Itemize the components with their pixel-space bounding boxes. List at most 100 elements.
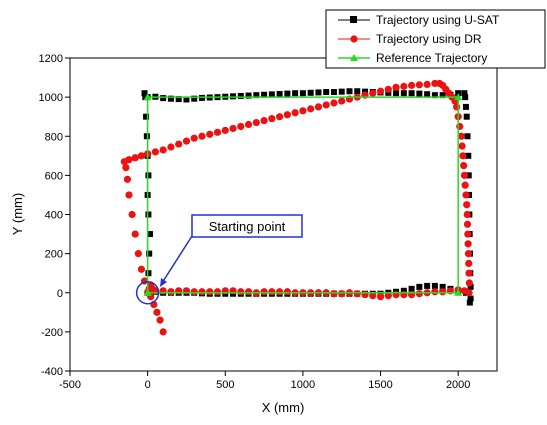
usat-point-26 <box>253 92 260 99</box>
dr-point-86 <box>431 288 439 296</box>
usat-point-32 <box>299 90 306 97</box>
dr-point-42 <box>330 99 338 107</box>
y-tick-label-7: 1000 <box>39 92 63 104</box>
dr-point-96 <box>353 290 361 298</box>
dr-point-120 <box>167 288 175 296</box>
usat-point-23 <box>230 93 237 100</box>
dr-point-19 <box>151 148 159 156</box>
usat-point-66 <box>467 295 474 302</box>
dr-point-74 <box>463 220 472 228</box>
usat-point-49 <box>431 92 438 99</box>
dr-point-10 <box>128 210 136 219</box>
x-tick-label-5: 2000 <box>446 379 470 391</box>
usat-point-67 <box>466 299 473 306</box>
legend-marker-usat <box>350 16 357 23</box>
dr-point-51 <box>400 82 408 90</box>
usat-point-45 <box>400 90 407 97</box>
dr-point-34 <box>268 115 276 123</box>
dr-point-115 <box>206 288 214 296</box>
dr-point-38 <box>299 107 307 115</box>
dr-point-67 <box>459 152 467 160</box>
usat-point-25 <box>245 92 252 99</box>
usat-point-53 <box>461 90 468 97</box>
dr-point-28 <box>221 126 229 134</box>
dr-point-92 <box>384 292 392 300</box>
dr-point-8 <box>134 250 142 258</box>
dr-point-68 <box>460 161 468 170</box>
dr-point-78 <box>465 259 473 268</box>
usat-point-9 <box>143 113 150 120</box>
dr-point-32 <box>252 118 260 127</box>
usat-point-36 <box>330 89 337 96</box>
usat-point-8 <box>143 133 150 140</box>
dr-point-48 <box>376 87 385 95</box>
dr-point-12 <box>123 175 132 183</box>
dr-point-24 <box>190 134 198 142</box>
legend-label-ref: Reference Trajectory <box>376 51 487 65</box>
dr-point-75 <box>464 230 472 238</box>
reference-point-1 <box>143 93 152 101</box>
usat-point-48 <box>424 91 431 98</box>
dr-point-40 <box>314 103 323 111</box>
dr-point-111 <box>237 288 245 296</box>
dr-point-50 <box>392 83 400 91</box>
usat-point-50 <box>439 92 446 99</box>
dr-point-114 <box>213 288 222 296</box>
usat-point-19 <box>198 94 205 101</box>
dr-point-99 <box>330 290 338 298</box>
dr-point-117 <box>190 288 198 296</box>
starting-point-circle <box>135 281 160 305</box>
dr-point-17 <box>137 152 146 160</box>
usat-point-39 <box>354 88 361 95</box>
usat-point-75 <box>408 285 415 292</box>
x-tick-label-0: -500 <box>59 379 81 391</box>
usat-point-56 <box>463 113 470 120</box>
annotation-label: Starting point <box>209 219 286 234</box>
dr-point-31 <box>244 120 253 129</box>
dr-point-4 <box>156 316 164 324</box>
usat-point-33 <box>307 89 314 96</box>
dr-point-7 <box>137 265 146 273</box>
dr-point-23 <box>182 137 191 145</box>
y-tick-label-5: 600 <box>45 170 63 182</box>
x-axis-label: X (mm) <box>262 400 305 415</box>
dr-point-73 <box>463 210 471 219</box>
dr-point-70 <box>461 181 469 189</box>
dr-point-15 <box>125 156 133 164</box>
usat-point-16 <box>175 96 182 103</box>
usat-point-28 <box>268 91 275 98</box>
dr-point-72 <box>463 201 471 209</box>
dr-point-76 <box>464 240 472 248</box>
annotation-arrowhead <box>160 278 167 287</box>
usat-point-44 <box>393 90 400 97</box>
dr-point-66 <box>458 142 466 150</box>
y-tick-label-0: -400 <box>41 366 63 378</box>
usat-point-3 <box>146 231 153 238</box>
dr-point-79 <box>465 269 473 277</box>
series-layer <box>120 79 474 336</box>
usat-point-11 <box>141 90 148 97</box>
dr-point-54 <box>423 80 431 89</box>
usat-point-1 <box>145 270 152 277</box>
y-tick-label-8: 1200 <box>39 53 63 65</box>
dr-point-33 <box>260 117 268 125</box>
usat-point-74 <box>416 283 423 290</box>
usat-point-72 <box>431 282 438 289</box>
dr-point-110 <box>244 288 253 296</box>
legend-label-dr: Trajectory using DR <box>376 32 482 46</box>
usat-point-35 <box>323 89 330 96</box>
starting-point-annotation: Starting point <box>135 214 303 305</box>
dr-point-65 <box>457 132 465 140</box>
usat-point-37 <box>338 88 345 95</box>
dr-point-41 <box>322 101 330 109</box>
legend-marker-ref <box>350 54 358 61</box>
dr-point-88 <box>415 290 423 298</box>
dr-point-26 <box>206 130 214 138</box>
usat-point-29 <box>276 90 283 97</box>
usat-point-55 <box>462 103 469 110</box>
dr-point-21 <box>167 143 175 151</box>
reference-point-2 <box>454 93 463 101</box>
usat-point-18 <box>191 95 198 102</box>
dr-point-43 <box>338 97 346 105</box>
dr-point-80 <box>465 279 473 287</box>
